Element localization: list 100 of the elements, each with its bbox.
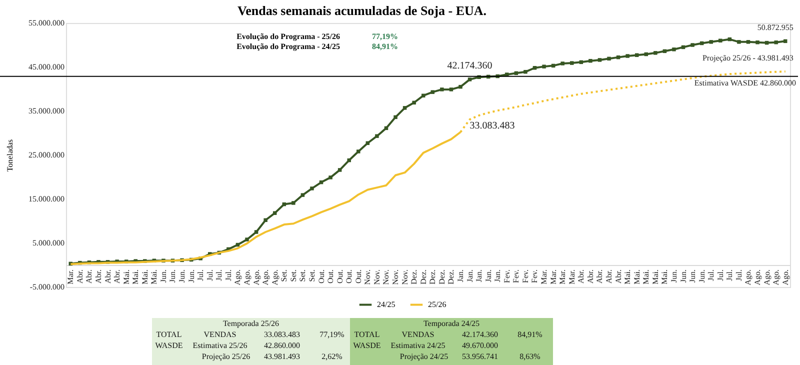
x-tick-label: Abr.: [103, 270, 112, 284]
legend-label: 24/25: [377, 300, 396, 309]
x-tick-label: Jan.: [465, 270, 474, 282]
x-tick-label: Mai.: [140, 270, 150, 284]
y-tick-label: -5.000.000: [30, 282, 64, 292]
text: Temporada 24/25: [423, 319, 480, 328]
x-tick-label: Mai.: [150, 270, 159, 284]
annotation: 84,91%: [372, 42, 398, 51]
text: Projeção 25/26: [202, 352, 250, 361]
x-tick-label: Jun.: [168, 270, 178, 283]
text: WASDE: [353, 341, 381, 350]
x-tick-label: Jun.: [669, 270, 678, 283]
y-axis-title: Toneladas: [6, 139, 14, 172]
text: Projeção 24/25: [400, 352, 448, 361]
x-tick-label: Dez.: [428, 270, 438, 284]
text: 42.174.360: [462, 330, 498, 339]
y-tick-label: 45.000.000: [28, 62, 64, 72]
y-tick-label: 55.000.000: [28, 18, 64, 28]
x-tick-label: Jun.: [697, 270, 706, 283]
x-tick-label: Jul.: [716, 270, 725, 281]
x-tick-label: Jun.: [678, 270, 688, 283]
x-tick-label: Nov.: [382, 270, 391, 285]
x-tick-label: Dez.: [446, 270, 456, 284]
legend-label: 25/26: [428, 300, 446, 309]
x-tick-label: Jul.: [734, 270, 744, 281]
x-tick-label: Mar.: [558, 270, 568, 284]
data-label: 33.083.483: [470, 120, 515, 132]
x-tick-label: Ago.: [744, 270, 753, 286]
annotation: Evolução do Programa - 25/26: [236, 32, 340, 41]
chart-title: Vendas semanais acumuladas de Soja - EUA.: [237, 3, 487, 18]
x-tick-label: Mar.: [567, 270, 576, 284]
text: 43.981.493: [264, 352, 300, 361]
x-tick-label: Jun.: [158, 270, 168, 283]
x-tick-label: Ago.: [780, 270, 790, 286]
y-tick-label: 5.000.000: [32, 238, 64, 248]
x-tick-label: Mai.: [650, 270, 660, 284]
x-tick-label: Dez.: [437, 270, 446, 284]
x-tick-label: Mar.: [66, 270, 76, 284]
x-tick-label: Dez.: [418, 270, 428, 284]
text: 8,63%: [520, 352, 541, 361]
x-tick-label: Mai.: [660, 270, 670, 284]
x-tick-label: Jan.: [493, 270, 502, 282]
x-tick-label: Ago.: [772, 270, 781, 286]
x-tick-label: Out.: [326, 270, 336, 284]
text: TOTAL: [354, 330, 380, 339]
x-tick-label: Fev.: [530, 270, 540, 283]
x-tick-label: Nov.: [372, 270, 382, 285]
x-tick-label: Ago.: [753, 270, 762, 286]
x-tick-label: Jan.: [484, 270, 493, 282]
x-tick-label: Ago.: [762, 270, 772, 286]
x-tick-label: Mai.: [122, 270, 131, 284]
x-tick-label: Abr.: [84, 270, 94, 284]
x-tick-label: Jun.: [688, 270, 698, 283]
x-tick-label: Abr.: [604, 270, 614, 284]
x-tick-label: Abr.: [576, 270, 586, 284]
x-tick-label: Fev.: [502, 270, 512, 283]
text: 53.956.741: [462, 352, 498, 361]
text: 42.860.000: [264, 341, 300, 350]
text: 33.083.483: [264, 330, 300, 339]
x-tick-label: Abr.: [614, 270, 623, 284]
x-tick-label: Abr.: [112, 270, 122, 284]
x-tick-label: Ago.: [233, 270, 242, 286]
x-tick-label: Out.: [344, 270, 354, 284]
text: VENDAS: [204, 330, 236, 339]
y-tick-label: 25.000.000: [28, 150, 64, 160]
x-tick-label: Abr.: [75, 270, 84, 284]
x-tick-label: Jul.: [706, 270, 716, 281]
ref-line-label: Estimativa WASDE 42.860.000: [694, 78, 796, 88]
x-tick-label: Abr.: [595, 270, 604, 284]
x-tick-label: Set.: [280, 270, 289, 282]
data-label: 42.174.360: [447, 60, 492, 72]
x-tick-label: Fev.: [512, 270, 521, 283]
x-tick-label: Jul.: [196, 270, 206, 281]
text: Estimativa 25/26: [192, 341, 248, 350]
x-tick-label: Ago.: [261, 270, 270, 286]
x-tick-label: Ago.: [242, 270, 252, 286]
x-tick-label: Out.: [316, 270, 326, 284]
x-tick-label: Jun.: [178, 270, 187, 283]
x-tick-label: Nov.: [400, 270, 410, 285]
x-tick-label: Jun.: [186, 270, 196, 283]
x-tick-label: Jul.: [205, 270, 214, 281]
annotation: 77,19%: [372, 32, 398, 41]
text: 77,19%: [320, 330, 345, 339]
x-tick-label: Ago.: [270, 270, 280, 286]
text: WASDE: [155, 341, 183, 350]
data-label: 50.872.955: [757, 23, 794, 32]
x-tick-label: Mai.: [632, 270, 642, 284]
y-tick-label: 35.000.000: [28, 106, 64, 116]
x-tick-label: Jul.: [725, 270, 734, 281]
text: Estimativa 24/25: [390, 341, 446, 350]
x-tick-label: Abr.: [586, 270, 595, 284]
x-tick-label: Jan.: [456, 270, 465, 282]
annotation: Evolução do Programa - 24/25: [236, 42, 340, 51]
text: 2,62%: [322, 352, 343, 361]
text: 49.670.000: [462, 341, 498, 350]
x-tick-label: Jul.: [224, 270, 233, 281]
data-label: Projeção 25/26 - 43.981.493: [702, 53, 794, 62]
x-tick-label: Mai.: [131, 270, 140, 284]
x-tick-label: Mai.: [642, 270, 651, 284]
x-tick-label: Abr.: [94, 270, 103, 284]
